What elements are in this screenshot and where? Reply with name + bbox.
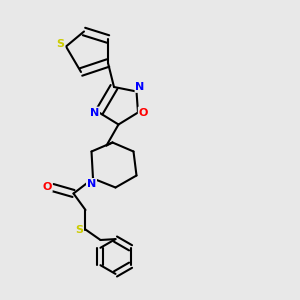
Text: S: S bbox=[57, 39, 64, 49]
Text: S: S bbox=[75, 225, 83, 235]
Text: N: N bbox=[90, 107, 99, 118]
Text: N: N bbox=[136, 82, 145, 92]
Text: O: O bbox=[139, 107, 148, 118]
Text: O: O bbox=[42, 182, 52, 192]
Text: N: N bbox=[87, 179, 96, 189]
